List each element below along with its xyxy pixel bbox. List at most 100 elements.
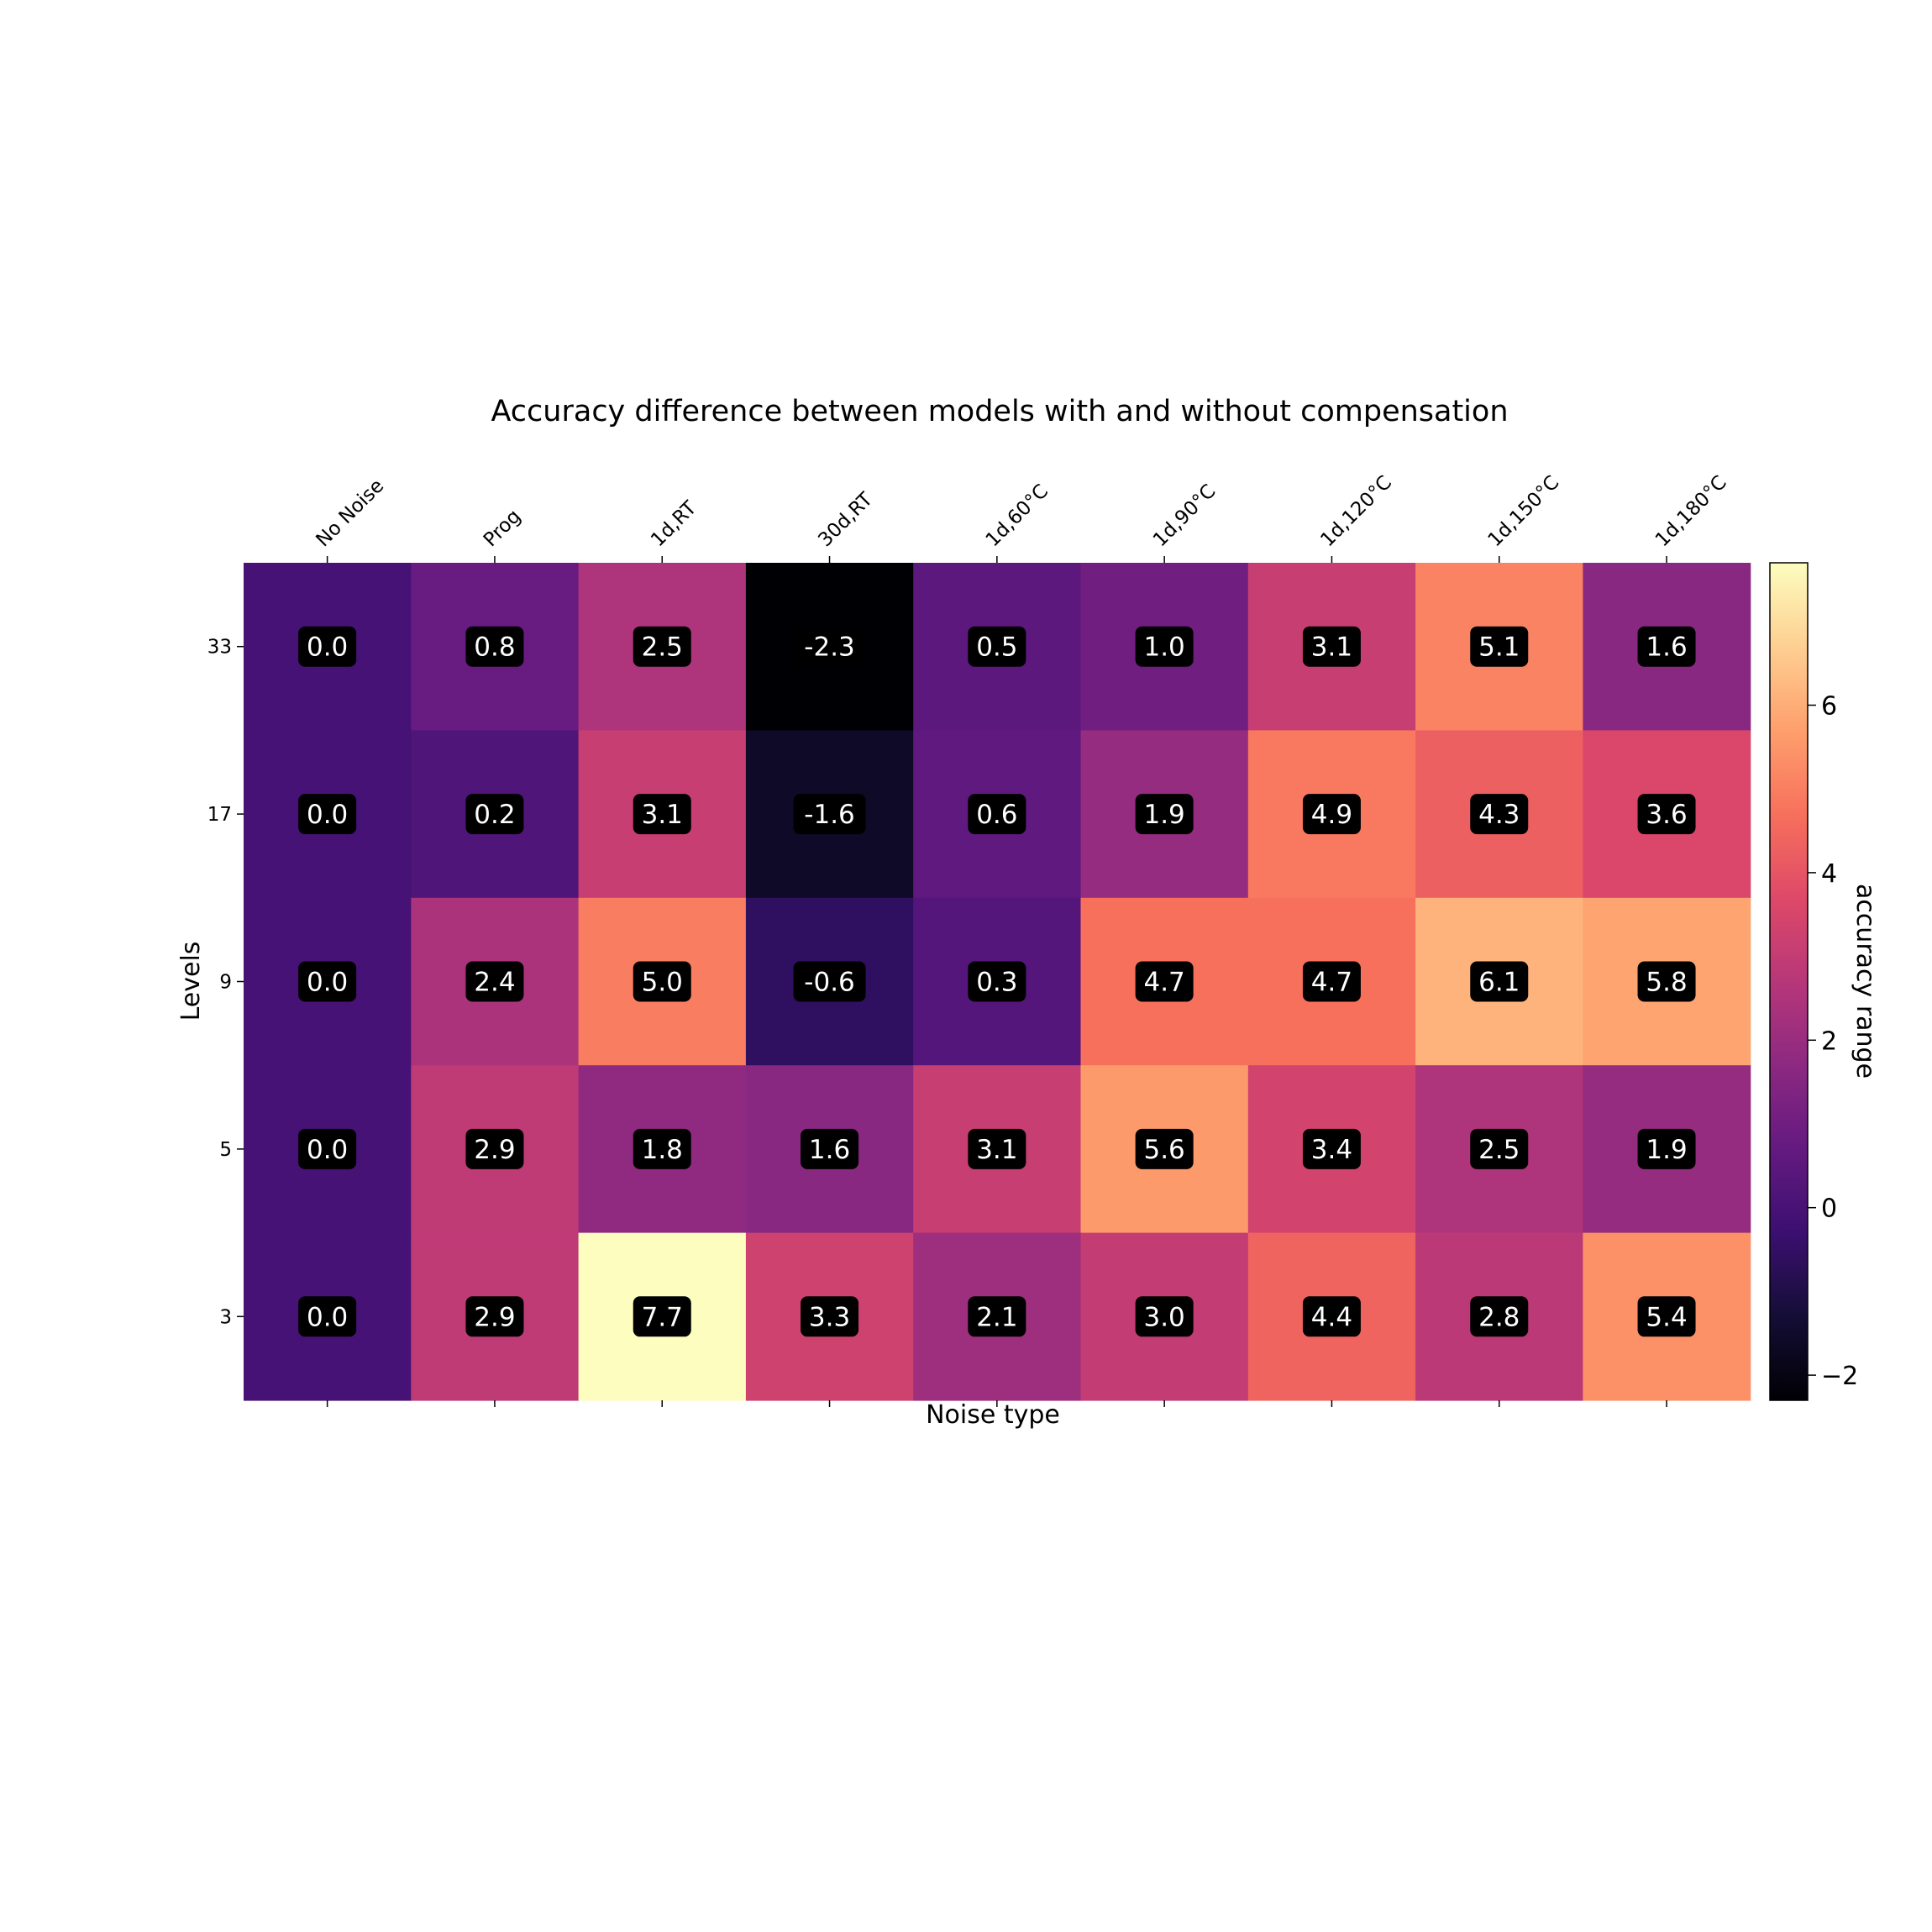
y-tick-label: 9 (219, 972, 232, 994)
cell-value-label: 2.8 (1478, 1302, 1520, 1332)
cell-label-box (968, 1296, 1026, 1337)
y-tick-label: 5 (219, 1139, 232, 1161)
cell-label-box (298, 1296, 357, 1337)
cell-value-label: 1.0 (1143, 633, 1184, 663)
cell-value-label: -2.3 (804, 633, 855, 663)
cell-label-box (465, 1296, 524, 1337)
cell-label-box (968, 794, 1026, 835)
cell-label-box (1470, 626, 1529, 667)
cell-label-box (633, 1128, 691, 1169)
cell-label-box (1637, 794, 1696, 835)
cell-label-box (465, 961, 524, 1002)
cell-label-box (1135, 1296, 1194, 1337)
cell-label-box (1470, 1296, 1529, 1337)
cell-label-box (793, 961, 866, 1002)
colorbar: −2 0 2 4 6 (1769, 562, 1858, 1401)
cell-label-box (298, 1128, 357, 1169)
cell-value-label: 5.8 (1646, 968, 1687, 998)
cell-label-box (633, 626, 691, 667)
y-tick-label: 33 (207, 637, 232, 659)
cell-value-label: 2.5 (642, 633, 683, 663)
cell-label-box (793, 794, 866, 835)
x-tick-label: 1d,180°C (1651, 471, 1731, 551)
cell-label-box (633, 794, 691, 835)
cell-label-box (1302, 1296, 1361, 1337)
cell-value-label: 3.0 (1143, 1302, 1184, 1332)
colorbar-tick-label: −2 (1821, 1362, 1858, 1391)
colorbar-label: accuracy range (1851, 884, 1880, 1079)
cell-label-box (298, 961, 357, 1002)
cell-label-box (1302, 794, 1361, 835)
cell-value-label: 3.6 (1646, 800, 1687, 830)
cell-value-label: 4.7 (1311, 968, 1352, 998)
cell-label-box (1135, 794, 1194, 835)
cell-label-box (1302, 626, 1361, 667)
y-tick-label: 17 (207, 804, 232, 826)
cell-label-box (1637, 1128, 1696, 1169)
cell-value-label: 4.4 (1311, 1302, 1352, 1332)
cell-label-box (1470, 1128, 1529, 1169)
cell-value-label: 3.1 (1311, 633, 1352, 663)
cell-value-label: 4.9 (1311, 800, 1352, 830)
cell-value-label: 0.0 (307, 633, 348, 663)
cell-value-label: 2.9 (474, 1302, 515, 1332)
cell-value-label: 1.6 (1646, 633, 1687, 663)
x-tick-label: 1d,150°C (1484, 471, 1564, 551)
cell-label-box (298, 794, 357, 835)
chart-title: Accuracy difference between models with … (491, 395, 1508, 428)
cell-label-box (1470, 794, 1529, 835)
colorbar-tick-label: 0 (1821, 1194, 1837, 1224)
cell-label-box (465, 626, 524, 667)
cell-label-box (465, 794, 524, 835)
cell-value-label: 0.0 (307, 1135, 348, 1165)
cell-value-label: 2.4 (474, 968, 515, 998)
cell-label-box (1135, 626, 1194, 667)
cell-value-label: 2.9 (474, 1135, 515, 1165)
cell-value-label: 0.6 (976, 800, 1017, 830)
cell-value-label: 4.3 (1478, 800, 1520, 830)
cell-label-box (1637, 1296, 1696, 1337)
colorbar-gradient (1769, 562, 1809, 1401)
cell-value-label: 4.7 (1143, 968, 1184, 998)
x-tick-label: 1d,RT (647, 496, 701, 551)
y-axis-label: Levels (176, 942, 206, 1021)
colorbar-tick-label: 2 (1821, 1026, 1837, 1056)
cell-value-label: -0.6 (804, 968, 855, 998)
cell-value-label: 3.1 (642, 800, 683, 830)
x-tick-label: 30d,RT (814, 488, 877, 551)
cell-label-box (793, 626, 866, 667)
cell-value-label: 5.0 (642, 968, 683, 998)
cell-label-box (633, 1296, 691, 1337)
cell-value-label: 0.8 (474, 633, 515, 663)
x-tick-label: No Noise (312, 475, 389, 551)
cell-label-box (1637, 961, 1696, 1002)
cell-label-box (1135, 961, 1194, 1002)
cell-label-box (1302, 961, 1361, 1002)
cell-value-label: 0.0 (307, 1302, 348, 1332)
cell-value-label: 1.8 (642, 1135, 683, 1165)
cell-value-label: 6.1 (1478, 968, 1520, 998)
cell-value-label: 3.3 (809, 1302, 850, 1332)
cell-label-box (1302, 1128, 1361, 1169)
cell-value-label: 0.0 (307, 800, 348, 830)
cell-label-box (1135, 1128, 1194, 1169)
cell-label-box (465, 1128, 524, 1169)
cell-label-box (968, 961, 1026, 1002)
cell-value-label: -1.6 (804, 800, 855, 830)
cell-value-label: 1.9 (1646, 1135, 1687, 1165)
cell-label-box (801, 1296, 859, 1337)
cell-value-label: 2.1 (976, 1302, 1017, 1332)
cell-value-label: 0.5 (976, 633, 1017, 663)
cell-label-box (1637, 626, 1696, 667)
heatmap-cells: 0.0 0.8 2.5 -2.3 0.5 1.0 3.1 5.1 1.6 0.0 0.2 3.1 -1.… (244, 563, 1751, 1401)
cell-value-label: 5.1 (1478, 633, 1520, 663)
cell-label-box (968, 1128, 1026, 1169)
cell-value-label: 1.6 (809, 1135, 850, 1165)
cell-value-label: 0.2 (474, 800, 515, 830)
cell-value-label: 0.3 (976, 968, 1017, 998)
cell-label-box (968, 626, 1026, 667)
cell-label-box (801, 1128, 859, 1169)
cell-value-label: 5.4 (1646, 1302, 1687, 1332)
y-axis-ticks: 33 17 9 5 3 (207, 637, 244, 1328)
cell-value-label: 0.0 (307, 968, 348, 998)
